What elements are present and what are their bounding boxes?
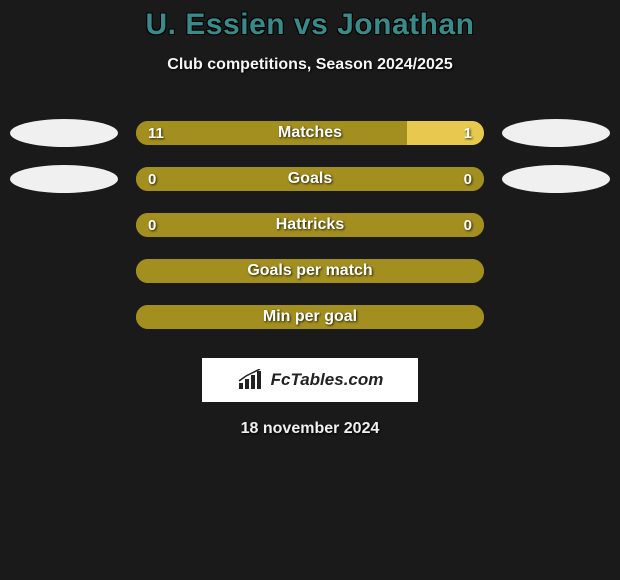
page-title: U. Essien vs Jonathan — [0, 8, 620, 42]
stat-row: Goals per match — [0, 248, 620, 294]
stat-bar: Min per goal — [136, 305, 484, 329]
infographic-container: U. Essien vs Jonathan Club competitions,… — [0, 0, 620, 438]
stat-bar: 00Hattricks — [136, 213, 484, 237]
date-text: 18 november 2024 — [0, 420, 620, 438]
stat-row: 111Matches — [0, 110, 620, 156]
stat-bar: 00Goals — [136, 167, 484, 191]
bar-label: Min per goal — [136, 305, 484, 329]
stat-row: 00Goals — [0, 156, 620, 202]
bar-label: Hattricks — [136, 213, 484, 237]
bar-label: Goals — [136, 167, 484, 191]
logo-box[interactable]: FcTables.com — [202, 358, 418, 402]
stat-row: Min per goal — [0, 294, 620, 340]
player1-badge — [10, 119, 118, 147]
stat-bar: 111Matches — [136, 121, 484, 145]
player2-badge — [502, 165, 610, 193]
stat-rows: 111Matches 00Goals 00Hattricks Goals per ma… — [0, 110, 620, 340]
subtitle: Club competitions, Season 2024/2025 — [0, 56, 620, 74]
stat-row: 00Hattricks — [0, 202, 620, 248]
player1-badge — [10, 165, 118, 193]
stat-bar: Goals per match — [136, 259, 484, 283]
bar-label: Goals per match — [136, 259, 484, 283]
logo-text: FcTables.com — [271, 370, 384, 390]
logo-chart-icon — [237, 369, 265, 391]
player2-badge — [502, 119, 610, 147]
bar-label: Matches — [136, 121, 484, 145]
